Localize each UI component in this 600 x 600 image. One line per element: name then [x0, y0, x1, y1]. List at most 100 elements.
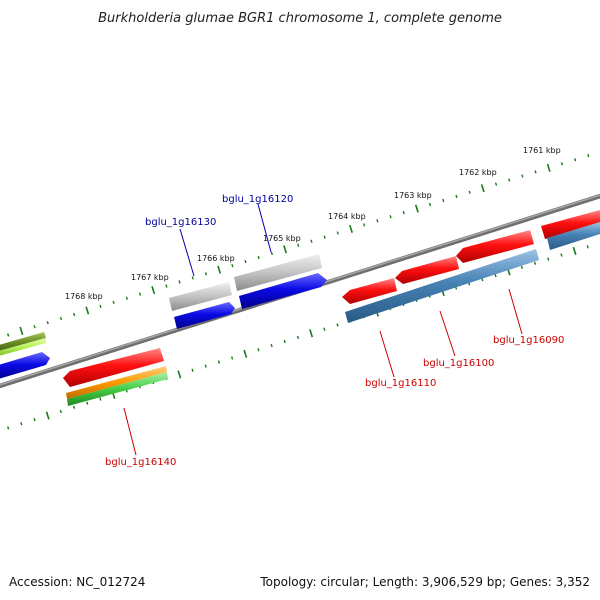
minor-tick — [231, 263, 234, 268]
minor-tick — [178, 280, 181, 284]
leader-line — [379, 330, 395, 378]
tick-label: 1768 kbp — [65, 292, 103, 301]
tick-label: 1763 kbp — [394, 191, 432, 200]
minor-tick — [270, 343, 273, 348]
gene-feature-gray[interactable] — [234, 254, 322, 291]
accession-text: Accession: NC_012724 — [9, 575, 145, 589]
major-tick — [19, 326, 24, 335]
tick-label: 1761 kbp — [523, 146, 561, 155]
gene-label[interactable]: bglu_1g16090 — [493, 335, 564, 346]
minor-tick — [165, 284, 168, 288]
major-tick — [414, 204, 419, 213]
gene-feature-red[interactable] — [63, 348, 164, 387]
minor-tick — [455, 194, 458, 199]
major-tick — [243, 349, 248, 358]
gene-feature-blue[interactable] — [0, 352, 50, 380]
minor-tick — [336, 323, 339, 327]
minor-tick — [442, 198, 445, 203]
gene-feature-red[interactable] — [395, 256, 459, 284]
minor-tick — [59, 409, 62, 414]
gene-feature-red[interactable] — [541, 210, 600, 239]
minor-tick — [125, 296, 128, 300]
minor-tick — [402, 210, 405, 215]
minor-tick — [389, 215, 392, 219]
minor-tick — [59, 316, 63, 321]
major-tick — [283, 245, 287, 254]
minor-tick — [270, 251, 273, 256]
major-tick — [85, 306, 90, 315]
minor-tick — [296, 335, 300, 340]
leader-line — [123, 407, 137, 456]
minor-tick — [72, 405, 76, 409]
leader-line — [179, 228, 195, 277]
minor-tick — [33, 417, 36, 422]
minor-tick — [533, 261, 537, 265]
tick-label: 1767 kbp — [131, 273, 169, 282]
minor-tick — [323, 235, 326, 239]
minor-tick — [534, 170, 537, 174]
tick-label: 1765 kbp — [263, 234, 301, 243]
major-tick — [480, 184, 485, 193]
minor-tick — [494, 182, 498, 186]
minor-tick — [99, 304, 102, 309]
major-tick — [546, 163, 551, 172]
gene-feature-red[interactable] — [456, 230, 534, 263]
gene-feature-steel[interactable] — [345, 249, 539, 323]
gene-feature-red[interactable] — [342, 278, 397, 304]
map-title: Burkholderia glumae BGR1 chromosome 1, c… — [98, 11, 502, 26]
summary-text: Topology: circular; Length: 3,906,529 bp… — [259, 575, 590, 589]
gene-feature-olive[interactable] — [0, 332, 46, 352]
minor-tick — [73, 312, 76, 317]
minor-tick — [310, 239, 313, 243]
minor-tick — [297, 243, 300, 247]
minor-tick — [244, 259, 247, 264]
minor-tick — [586, 245, 589, 249]
gene-feature-blue[interactable] — [174, 302, 235, 329]
gene-feature-steel[interactable] — [547, 222, 600, 250]
major-tick — [349, 224, 353, 234]
leader-line — [508, 288, 523, 335]
tick-label: 1762 kbp — [459, 168, 497, 177]
gene-label[interactable]: bglu_1g16140 — [105, 457, 176, 468]
major-tick — [217, 265, 222, 274]
gene-feature-orange[interactable] — [66, 366, 167, 399]
minor-tick — [560, 253, 563, 257]
minor-tick — [547, 257, 550, 261]
minor-tick — [112, 300, 115, 305]
minor-tick — [231, 356, 234, 360]
major-tick — [45, 411, 50, 420]
minor-tick — [33, 325, 36, 329]
gene-feature-green[interactable] — [67, 372, 168, 406]
minor-tick — [46, 321, 49, 325]
minor-tick — [323, 327, 326, 331]
minor-tick — [521, 174, 524, 178]
gene-label[interactable]: bglu_1g16120 — [222, 194, 293, 205]
minor-tick — [217, 360, 221, 364]
major-tick — [309, 329, 314, 338]
gene-label[interactable]: bglu_1g16100 — [423, 358, 494, 369]
minor-tick — [376, 219, 379, 223]
gene-label[interactable]: bglu_1g16130 — [145, 217, 216, 228]
gene-feature-gray[interactable] — [169, 282, 232, 311]
gene-feature-lime[interactable] — [0, 338, 46, 357]
minor-tick — [468, 190, 471, 194]
minor-tick — [336, 231, 339, 235]
forward-features — [0, 210, 600, 380]
minor-tick — [86, 401, 89, 405]
minor-tick — [20, 422, 23, 426]
major-tick — [572, 246, 577, 256]
minor-tick — [138, 292, 142, 296]
outer-tick-ring — [7, 154, 590, 337]
minor-tick — [574, 158, 577, 162]
reverse-features — [63, 222, 600, 406]
major-tick — [177, 370, 182, 379]
gene-label[interactable]: bglu_1g16110 — [365, 378, 436, 389]
minor-tick — [520, 265, 523, 270]
minor-tick — [191, 368, 194, 372]
label-leaders — [123, 203, 523, 456]
minor-tick — [560, 162, 564, 166]
minor-tick — [428, 202, 432, 207]
tick-label: 1766 kbp — [197, 254, 235, 263]
gene-feature-blue[interactable] — [239, 273, 327, 309]
